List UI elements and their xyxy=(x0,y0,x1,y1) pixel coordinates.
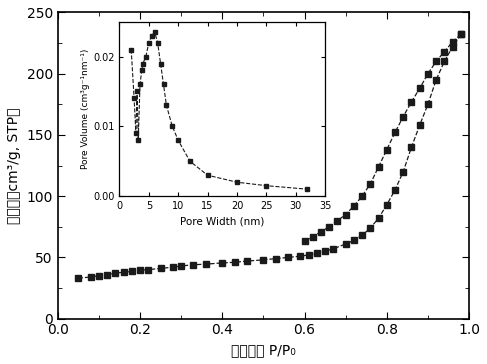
Y-axis label: 吸附量（cm³/g, STP）: 吸附量（cm³/g, STP） xyxy=(7,107,21,224)
X-axis label: 相对压力 P/P₀: 相对压力 P/P₀ xyxy=(231,343,296,357)
